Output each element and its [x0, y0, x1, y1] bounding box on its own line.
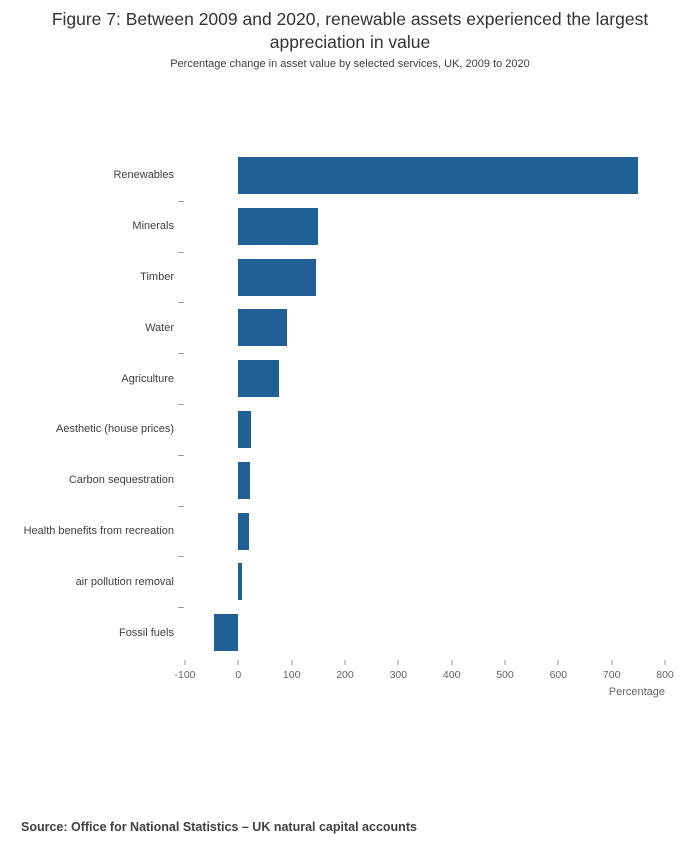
category-label: Health benefits from recreation: [23, 524, 174, 537]
category-label: Aesthetic (house prices): [56, 423, 174, 436]
bar: [238, 258, 317, 296]
chart-row: Renewables: [113, 150, 665, 201]
chart-title: Figure 7: Between 2009 and 2020, renewab…: [51, 9, 649, 53]
chart-row: Minerals: [132, 201, 665, 252]
y-axis-tick: [178, 302, 184, 304]
x-axis-tick: [184, 660, 186, 665]
bar: [238, 563, 242, 601]
x-axis-tick: [557, 660, 559, 665]
y-axis-tick: [178, 251, 184, 253]
x-tick-label: 500: [496, 669, 514, 681]
chart-row: Timber: [140, 252, 665, 303]
x-tick-label: -100: [174, 669, 196, 681]
y-axis-tick: [178, 556, 184, 558]
x-tick-label: 0: [235, 669, 242, 681]
x-tick-label: 300: [389, 669, 408, 681]
x-axis-tick: [664, 660, 666, 665]
chart-row: Aesthetic (house prices): [56, 404, 665, 455]
bar: [214, 614, 239, 652]
x-axis-tick: [344, 660, 346, 665]
chart-row: Fossil fuels: [119, 607, 665, 658]
bar: [238, 207, 319, 245]
bar: [238, 360, 279, 398]
category-label: Fossil fuels: [118, 626, 174, 639]
bar: [238, 410, 251, 448]
x-axis-tick: [451, 660, 453, 665]
chart-rows: Renewables Minerals Timber Water Agriculture…: [24, 150, 665, 658]
y-axis-tick: [178, 200, 184, 202]
bar: [238, 157, 639, 194]
x-tick-label: 600: [549, 669, 568, 681]
chart-row: Carbon sequestration: [69, 455, 665, 506]
x-tick-label: 400: [442, 669, 461, 681]
x-axis: -100 0 100 200 300 400 500 600 700 800: [174, 658, 674, 688]
x-axis-tick: [237, 660, 239, 665]
category-label: Water: [145, 321, 174, 334]
y-axis-tick: [178, 454, 184, 456]
source-note: Source: Office for National Statistics –…: [21, 820, 417, 834]
chart-subtitle: Percentage change in asset value by sele…: [170, 58, 530, 70]
x-axis-tick: [611, 660, 613, 665]
bar: [238, 309, 287, 347]
chart-row: air pollution removal: [76, 556, 665, 607]
category-label: Renewables: [113, 169, 174, 182]
category-label: air pollution removal: [75, 575, 174, 588]
chart-row: Water: [145, 302, 665, 353]
y-axis-tick: [178, 353, 184, 355]
category-label: Agriculture: [121, 372, 174, 385]
x-tick-label: 800: [656, 669, 674, 681]
category-label: Timber: [140, 270, 174, 283]
x-axis-tick: [397, 660, 399, 665]
y-axis-tick: [178, 404, 184, 405]
x-axis-tick: [504, 660, 506, 665]
x-tick-label: 200: [336, 669, 354, 681]
x-axis-label: Percentage: [608, 686, 665, 698]
x-axis-tick: [291, 660, 293, 665]
chart-row: Agriculture: [121, 353, 665, 404]
bar: [238, 512, 249, 550]
y-axis-tick: [178, 505, 184, 507]
category-label: Carbon sequestration: [68, 474, 174, 487]
category-label: Minerals: [132, 220, 174, 233]
bar-chart: Renewables Minerals Timber Water Agriculture…: [24, 150, 674, 698]
chart-row: Health benefits from recreation: [24, 506, 665, 557]
bar: [238, 461, 250, 499]
x-tick-label: 700: [602, 669, 621, 681]
x-tick-label: 100: [282, 669, 301, 681]
y-axis-tick: [178, 607, 184, 609]
